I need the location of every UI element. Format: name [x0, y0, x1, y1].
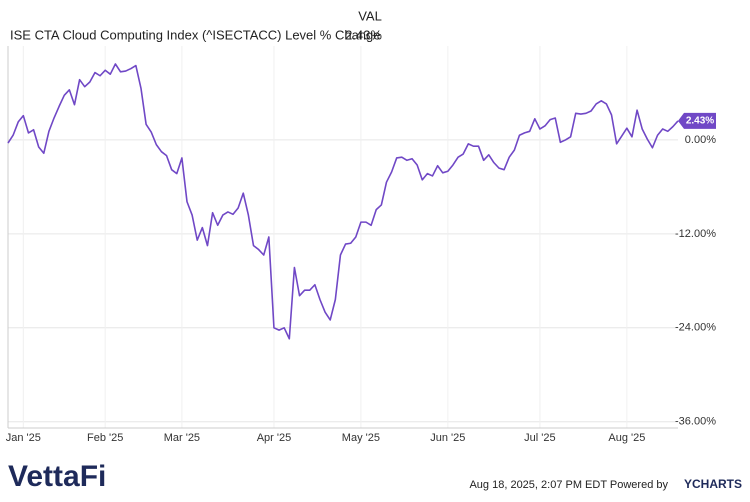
x-tick-label: Jul '25: [524, 432, 555, 444]
plot-area: 0.00% -12.00% -24.00% -36.00% Jan '25 Feb '25…: [6, 46, 716, 444]
end-label: 2.43%: [686, 116, 714, 127]
end-badge: [678, 112, 716, 129]
legend-label: ISE CTA Cloud Computing Index (^ISECTACC…: [10, 27, 381, 42]
x-tick-label: Aug '25: [608, 432, 645, 444]
x-tick-label: May '25: [342, 432, 380, 444]
timestamp: Aug 18, 2025, 2:07 PM EDT Powered by: [469, 479, 668, 491]
y-tick-label: 0.00%: [685, 134, 716, 146]
x-tick-label: Jan '25: [6, 432, 41, 444]
legend-value: 2.43%: [345, 27, 382, 42]
brand: YCHARTS: [684, 477, 742, 491]
x-tick-label: Feb '25: [87, 432, 123, 444]
y-tick-label: -24.00%: [675, 322, 716, 334]
y-tick-label: -12.00%: [675, 228, 716, 240]
x-tick-label: Apr '25: [257, 432, 292, 444]
x-tick-label: Mar '25: [164, 432, 200, 444]
y-tick-label: -36.00%: [675, 416, 716, 428]
line-series: [7, 63, 679, 340]
column-header: VAL: [358, 8, 382, 23]
x-tick-label: Jun '25: [430, 432, 465, 444]
logo: VettaFi: [8, 460, 106, 493]
